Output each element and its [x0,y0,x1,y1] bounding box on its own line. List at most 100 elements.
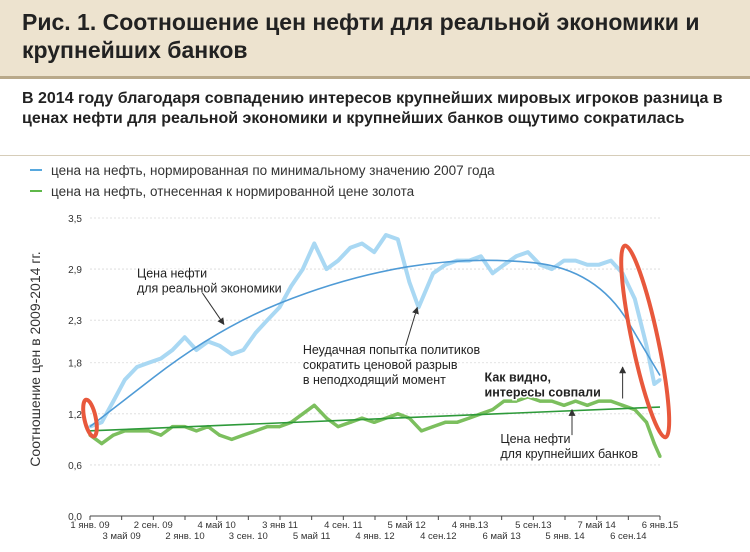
annotation-text: интересы совпали [485,385,601,399]
data-point-banks [585,403,589,407]
x-tick-label: 4 сен.12 [420,531,456,542]
data-point-banks [100,442,104,446]
legend-label-real: цена на нефть, нормированная по минималь… [51,163,495,178]
data-point-banks [467,416,471,420]
data-point-banks [396,412,400,416]
data-point-banks [194,429,199,433]
y-tick-label: 2,3 [68,316,82,327]
legend-item-real: цена на нефть, нормированная по минималь… [30,163,495,178]
trend-line-banks [89,406,661,432]
data-point-real [644,344,649,348]
data-point-real [652,382,656,386]
data-point-banks [658,454,662,458]
data-point-real [479,254,483,258]
data-point-banks [621,403,625,407]
data-point-real [230,352,234,356]
data-point-banks [538,399,542,403]
data-point-banks [514,399,518,403]
data-point-banks [431,425,435,429]
data-point-banks [147,429,151,433]
data-point-real [217,344,222,348]
data-point-real [658,378,662,382]
title-divider [0,76,750,79]
data-point-banks [217,433,222,437]
legend-swatch-blue [30,169,42,172]
annotation-text: в неподходящий момент [303,373,446,387]
data-point-banks [574,399,578,403]
data-point-real [490,271,495,275]
x-tick-label: 6 янв.15 [642,520,679,531]
data-point-banks [443,420,447,424]
data-point-real [183,335,187,339]
data-point-real [170,348,175,352]
data-point-banks [419,429,424,433]
data-point-real [348,246,352,250]
data-point-banks [111,433,115,437]
data-point-real [372,250,376,254]
highlight-ellipse [619,243,672,440]
x-tick-label: 4 янв. 12 [355,531,394,542]
trend-line-real [89,259,661,428]
data-point-real [597,263,601,267]
x-tick-label: 7 май 14 [578,520,616,531]
x-tick-label: 4 сен. 11 [324,520,362,531]
legend-item-banks: цена на нефть, отнесенная к нормированно… [30,184,414,199]
title-band [0,0,750,76]
data-point-real [514,254,518,258]
data-point-real [147,361,151,365]
data-point-real [336,258,340,263]
y-tick-label: 0,0 [68,512,82,523]
data-point-banks [609,399,613,403]
data-point-banks [455,420,459,424]
data-point-real [407,280,411,284]
x-tick-label: 3 янв 11 [262,520,298,531]
figure-subtitle: В 2014 году благодаря совпадению интерес… [22,90,723,127]
x-tick-label: 6 сен.14 [610,531,646,542]
data-point-real [396,237,400,241]
data-point-real [443,263,447,267]
data-point-real [550,267,554,271]
data-point-banks [336,425,340,429]
legend-label-banks: цена на нефть, отнесенная к нормированно… [51,184,415,199]
data-point-banks [550,399,554,403]
annotation-text: Как видно, [485,370,551,384]
data-point-banks [348,420,352,424]
legend-swatch-green [30,190,42,193]
data-point-real [526,250,530,254]
data-point-banks [312,403,316,407]
data-point-real [301,267,305,271]
data-point-banks [301,412,305,416]
data-point-banks [597,399,601,403]
x-tick-label: 6 май 13 [483,531,521,542]
data-point-banks [490,407,495,412]
y-tick-label: 3,5 [68,214,82,225]
data-point-real [384,233,388,237]
x-tick-label: 5 май 12 [388,520,426,531]
subtitle-divider [0,155,750,156]
data-point-real [123,378,127,382]
y-tick-label: 2,9 [68,265,82,276]
x-tick-label: 1 янв. 09 [70,520,109,531]
data-point-real [431,271,435,275]
data-point-real [574,258,578,263]
data-point-real [360,241,364,246]
data-point-real [277,305,282,309]
x-tick-label: 5 май 11 [293,531,331,542]
annotation-text: для реальной экономики [137,282,282,296]
data-point-banks [277,425,282,429]
x-tick-label: 3 май 09 [103,531,141,542]
annotation-arrow [201,292,225,326]
data-point-banks [230,437,234,441]
data-point-banks [562,403,566,407]
annotation-text: Цена нефти [137,267,207,281]
data-point-real [633,297,637,301]
data-point-real [585,263,589,267]
data-point-real [265,318,269,322]
data-point-banks [502,399,506,403]
data-point-banks [135,429,139,433]
data-point-banks [159,433,163,437]
data-point-real [159,356,163,361]
data-point-real [194,348,199,352]
data-point-real [254,331,258,335]
